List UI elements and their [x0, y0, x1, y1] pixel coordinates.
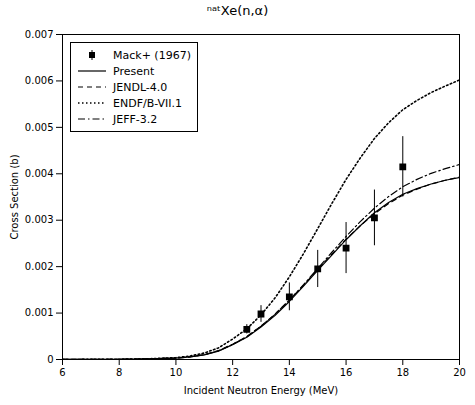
html-text:ⁿᵃᵗXe(n,α): ⁿᵃᵗXe(n,α): [206, 3, 269, 18]
svg-text:0.005: 0.005: [25, 122, 54, 133]
html-text:Present: Present: [113, 64, 155, 78]
svg-text:20: 20: [453, 367, 466, 378]
svg-text:10: 10: [170, 367, 183, 378]
svg-text:12: 12: [226, 367, 239, 378]
svg-text:0.006: 0.006: [25, 75, 54, 86]
html-text:JEFF-3.2: JEFF-3.2: [113, 112, 158, 126]
svg-text:6: 6: [59, 367, 65, 378]
html-text:Mack+ (1967): Mack+ (1967): [113, 48, 191, 62]
html-text:ENDF/B-VII.1: ENDF/B-VII.1: [113, 96, 183, 110]
svg-text:Incident Neutron Energy (MeV): Incident Neutron Energy (MeV): [184, 385, 339, 396]
svg-text:8: 8: [116, 367, 122, 378]
html-text:JENDL-4.0: JENDL-4.0: [113, 80, 168, 94]
svg-text:16: 16: [340, 367, 353, 378]
svg-text:18: 18: [396, 367, 409, 378]
svg-text:0.007: 0.007: [25, 29, 54, 40]
svg-text:0: 0: [47, 354, 53, 365]
svg-text:0.004: 0.004: [25, 168, 54, 179]
svg-text:0.003: 0.003: [25, 214, 54, 225]
svg-text:0.001: 0.001: [25, 307, 54, 318]
svg-text:Cross Section (b): Cross Section (b): [9, 154, 20, 239]
svg-text:14: 14: [283, 367, 296, 378]
svg-text:0.002: 0.002: [25, 261, 54, 272]
